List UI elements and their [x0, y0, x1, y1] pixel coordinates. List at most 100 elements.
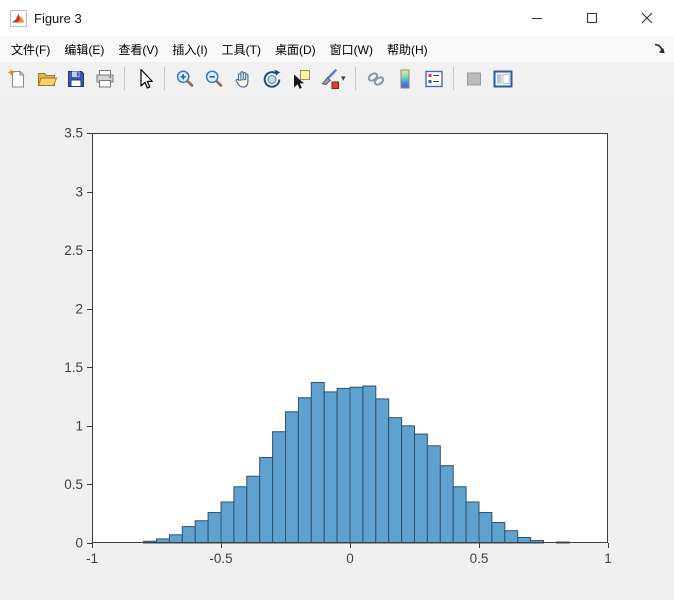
toolbar-separator: [124, 67, 125, 90]
rotate-3d-icon: [263, 69, 280, 88]
histogram-bar: [349, 386, 364, 544]
y-tick-label: 1.5: [64, 360, 83, 375]
menu-item-tools[interactable]: 工具(T): [221, 42, 261, 57]
toolbar: ▾: [0, 62, 674, 96]
data-cursor-button[interactable]: [287, 65, 314, 92]
print-figure-icon: [96, 69, 113, 87]
zoom-in-button[interactable]: [171, 65, 198, 92]
brush-dropdown-caret-icon[interactable]: ▾: [341, 73, 346, 83]
zoom-in-icon: [176, 69, 193, 87]
link-plot-button[interactable]: [362, 65, 389, 92]
histogram-bar: [233, 486, 248, 544]
x-tick-label: -1: [86, 551, 98, 566]
y-tick-label: 0.5: [64, 477, 83, 492]
toolbar-separator: [164, 67, 165, 90]
close-button[interactable]: [619, 0, 674, 36]
histogram-bar: [194, 520, 209, 544]
histogram-bar: [323, 391, 338, 544]
histogram-bar: [452, 486, 467, 544]
menu-item-window[interactable]: 窗口(W): [329, 42, 373, 57]
histogram-bar: [362, 385, 377, 544]
maximize-button[interactable]: [564, 0, 619, 36]
pan-button[interactable]: [229, 65, 256, 92]
x-tick-label: 0.5: [470, 551, 489, 566]
y-tick-label: 1: [75, 419, 83, 434]
histogram-bar: [388, 417, 403, 544]
axes-box: [92, 133, 608, 543]
y-tick-label: 2: [75, 301, 83, 316]
save-figure-icon: [67, 70, 84, 87]
histogram-bar: [297, 397, 312, 544]
data-cursor-icon: [293, 69, 310, 89]
window-controls: [509, 0, 674, 36]
hide-plot-tools-icon: [466, 72, 481, 85]
show-plot-tools-dock-figure-button[interactable]: [489, 65, 516, 92]
pan-icon: [235, 70, 248, 88]
edit-plot-icon: [139, 68, 153, 89]
toolbar-separator: [355, 67, 356, 90]
matlab-logo-icon: [10, 9, 27, 27]
edit-plot-button[interactable]: [131, 65, 158, 92]
histogram-bar: [491, 522, 506, 544]
x-tick-label: -0.5: [209, 551, 232, 566]
y-tick-label: 0: [75, 536, 83, 551]
y-tick-label: 2.5: [64, 243, 83, 258]
title-bar: Figure 3: [0, 0, 674, 36]
histogram-plot: -1 -0.5 0 0.5 1 0 0.5 1 1.5 2 2.5 3 3.5: [64, 126, 612, 566]
histogram-bar: [246, 475, 261, 544]
zoom-out-button[interactable]: [200, 65, 227, 92]
close-icon: [641, 12, 652, 24]
histogram-bar: [285, 411, 299, 544]
new-figure-button[interactable]: [4, 65, 31, 92]
histogram-bar: [478, 512, 493, 544]
histogram-bar: [272, 431, 287, 544]
brush-data-icon: [321, 68, 339, 89]
x-tick-label: 0: [346, 551, 354, 566]
save-figure-button[interactable]: [62, 65, 89, 92]
insert-colorbar-button[interactable]: [391, 65, 418, 92]
histogram-bar: [414, 433, 428, 544]
histogram-bar: [439, 465, 454, 544]
menu-item-file[interactable]: 文件(F): [11, 42, 51, 57]
histogram-bar: [375, 398, 390, 544]
menu-item-help[interactable]: 帮助(H): [386, 42, 428, 57]
insert-legend-button[interactable]: [420, 65, 447, 92]
histogram-bar: [220, 501, 235, 544]
histogram-bar: [181, 526, 196, 544]
print-figure-button[interactable]: [91, 65, 118, 92]
open-file-icon: [37, 72, 57, 86]
menu-bar: 文件(F) 编辑(E) 查看(V) 插入(I) 工具(T) 桌面(D) 窗口(W) 帮助(H): [0, 36, 674, 62]
histogram-bar: [310, 382, 325, 544]
minimize-icon: [531, 17, 542, 20]
toolbar-separator: [453, 67, 454, 90]
histogram-bar: [504, 530, 519, 544]
histogram-bar: [426, 445, 441, 544]
zoom-out-icon: [205, 69, 222, 87]
dock-figure-arrow-icon[interactable]: [652, 41, 667, 56]
menu-item-view[interactable]: 查看(V): [118, 42, 159, 57]
histogram-bar: [401, 425, 416, 544]
menu-item-edit[interactable]: 编辑(E): [64, 42, 105, 57]
histogram-bar: [259, 456, 274, 544]
histogram-bar: [207, 512, 222, 544]
menu-item-desktop[interactable]: 桌面(D): [274, 42, 316, 57]
open-file-button[interactable]: [33, 65, 60, 92]
y-tick-label: 3: [75, 184, 83, 199]
insert-colorbar-icon: [400, 69, 409, 88]
x-tick-label: 1: [604, 551, 612, 566]
rotate-3d-button[interactable]: [258, 65, 285, 92]
link-plot-icon: [367, 71, 384, 86]
brush-data-button[interactable]: [316, 65, 343, 92]
y-tick-label: 3.5: [64, 126, 83, 141]
histogram-bar: [336, 387, 351, 544]
show-plot-tools-dock-figure-icon: [493, 70, 512, 87]
minimize-button[interactable]: [509, 0, 564, 36]
menu-item-insert[interactable]: 插入(I): [172, 42, 208, 57]
figure-canvas: -1 -0.5 0 0.5 1 0 0.5 1 1.5 2 2.5 3 3.5: [0, 95, 674, 600]
window-title: Figure 3: [34, 10, 82, 26]
insert-legend-icon: [424, 70, 443, 87]
histogram-bar: [168, 534, 183, 544]
histogram-bar: [465, 501, 480, 544]
maximize-icon: [586, 12, 597, 24]
